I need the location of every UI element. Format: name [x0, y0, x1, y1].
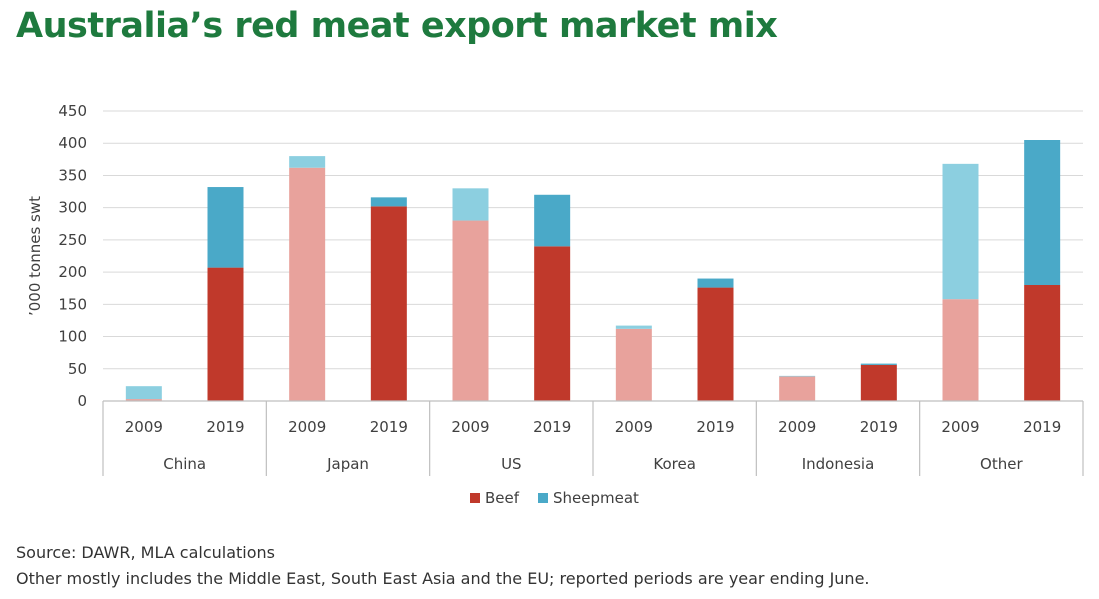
y-tick-label: 400 — [58, 134, 87, 152]
legend-label-sheepmeat: Sheepmeat — [553, 489, 639, 507]
y-tick-label: 250 — [58, 231, 87, 249]
y-tick-label: 0 — [77, 392, 87, 410]
x-group-label: Japan — [326, 455, 369, 473]
y-tick-label: 300 — [58, 199, 87, 217]
y-tick-label: 150 — [58, 295, 87, 313]
x-year-label: 2009 — [125, 418, 163, 436]
x-group-label: US — [501, 455, 522, 473]
legend-label-beef: Beef — [485, 489, 520, 507]
x-group-label: Korea — [653, 455, 696, 473]
bar-sheepmeat-indonesia-2019 — [860, 363, 897, 365]
x-year-label: 2009 — [451, 418, 489, 436]
x-year-label: 2019 — [1023, 418, 1061, 436]
y-tick-label: 100 — [58, 328, 87, 346]
bar-beef-indonesia-2009 — [779, 376, 816, 401]
legend-swatch-beef — [470, 493, 480, 503]
x-group-label: China — [163, 455, 206, 473]
footnote: Other mostly includes the Middle East, S… — [16, 569, 870, 588]
bar-sheepmeat-indonesia-2009 — [779, 375, 816, 377]
x-year-label: 2009 — [288, 418, 326, 436]
x-year-label: 2019 — [696, 418, 734, 436]
bar-sheepmeat-us-2009 — [452, 188, 489, 221]
x-year-label: 2019 — [860, 418, 898, 436]
y-tick-label: 50 — [68, 360, 87, 378]
chart-title: Australia’s red meat export market mix — [16, 6, 778, 46]
y-tick-label: 450 — [58, 102, 87, 120]
x-year-label: 2019 — [533, 418, 571, 436]
bar-beef-china-2019 — [207, 267, 244, 401]
bar-sheepmeat-korea-2009 — [615, 325, 652, 329]
bar-sheepmeat-other-2009 — [942, 163, 979, 300]
source-note: Source: DAWR, MLA calculations — [16, 543, 275, 562]
x-group-label: Other — [980, 455, 1023, 473]
x-group-label: Indonesia — [802, 455, 875, 473]
bar-sheepmeat-other-2019 — [1024, 140, 1061, 285]
bar-beef-us-2009 — [452, 220, 489, 401]
x-year-label: 2019 — [206, 418, 244, 436]
x-year-label: 2009 — [778, 418, 816, 436]
y-axis-label: ’000 tonnes swt — [26, 196, 44, 316]
bar-sheepmeat-china-2009 — [125, 386, 162, 400]
legend-swatch-sheepmeat — [538, 493, 548, 503]
bar-beef-korea-2009 — [615, 328, 652, 401]
bar-beef-us-2019 — [534, 246, 571, 401]
bar-beef-indonesia-2019 — [860, 364, 897, 401]
bar-beef-other-2019 — [1024, 285, 1061, 401]
bar-sheepmeat-japan-2009 — [289, 156, 326, 168]
bar-sheepmeat-korea-2019 — [697, 278, 734, 288]
x-year-label: 2019 — [370, 418, 408, 436]
bar-sheepmeat-us-2019 — [534, 194, 571, 247]
y-tick-label: 350 — [58, 166, 87, 184]
bar-beef-korea-2019 — [697, 287, 734, 401]
y-tick-label: 200 — [58, 263, 87, 281]
bar-beef-other-2009 — [942, 299, 979, 401]
x-year-label: 2009 — [615, 418, 653, 436]
bar-sheepmeat-china-2019 — [207, 187, 244, 268]
bar-beef-china-2009 — [125, 399, 162, 401]
bar-sheepmeat-japan-2019 — [370, 197, 407, 207]
x-year-label: 2009 — [941, 418, 979, 436]
bar-beef-japan-2019 — [370, 206, 407, 401]
bar-beef-japan-2009 — [289, 167, 326, 401]
